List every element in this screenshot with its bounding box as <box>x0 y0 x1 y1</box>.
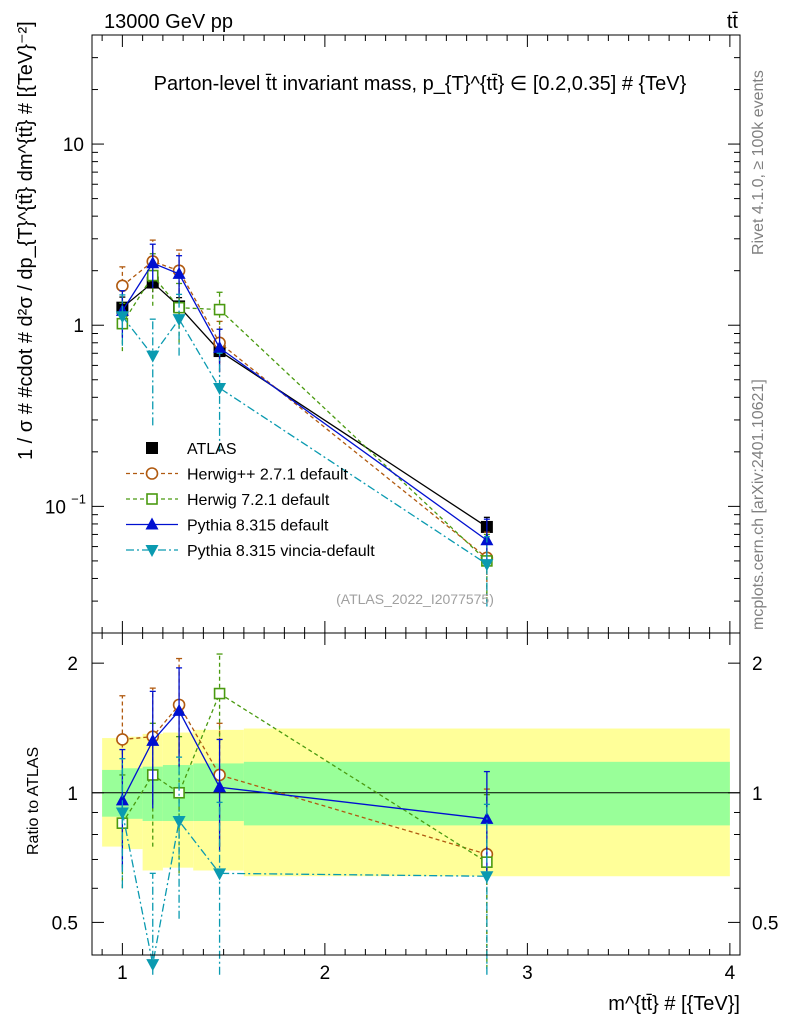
ratio-pythia-8-315-default-point-1 <box>146 733 160 746</box>
ratio-pythia-8-315-default-point-0 <box>115 793 129 806</box>
ratio-band-green-1 <box>122 768 143 819</box>
main-plot-area: 10 −1 1 10 <box>45 34 740 634</box>
ratio-xtick-label-2: 2 <box>320 963 331 984</box>
main-ytick-label-2: 10 <box>63 135 84 156</box>
main-pythia-8-315-vincia-default-point-0 <box>115 311 129 324</box>
header-right-label: tt̄ <box>727 11 739 33</box>
main-title: Parton-level t̄t invariant mass, p_{T}^{… <box>154 73 687 95</box>
main-ytick-label-exp-0: −1 <box>71 491 86 506</box>
main-pythia-8-315-default-point-3 <box>213 340 227 353</box>
ratio-pythia-8-315-vincia-default-point-4 <box>480 871 494 884</box>
main-ytick-label-0: 10 <box>45 497 66 518</box>
legend-herwig-2-7-1-default-marker <box>145 467 159 480</box>
main-pythia-8-315-vincia-default-point-1 <box>146 350 160 363</box>
ratio-pythia-8-315-vincia-default-point-0 <box>115 807 129 820</box>
ratio-ytick-label-1: 1 <box>67 784 78 805</box>
ratio-xtick-label-3: 3 <box>522 963 533 984</box>
main-ytick-label-1: 1 <box>73 316 84 337</box>
ratio-herwig-2-7-1-default-point-0 <box>116 733 129 746</box>
main-herwig-2-7-1-default-point-0 <box>116 279 129 293</box>
main-pythia-8-315-vincia-default-line <box>121 315 488 565</box>
legend-herwig-7-2-1-default-marker <box>146 493 158 505</box>
ratio-ytick-label-right-2: 2 <box>752 654 763 675</box>
legend-pythia-8-315-default-marker <box>145 517 159 530</box>
ratio-ytick-label-right-0.5: 0.5 <box>752 913 778 934</box>
ratio-pythia-8-315-vincia-default-point-3 <box>213 868 227 881</box>
header-left-label: 13000 GeV pp <box>104 11 233 33</box>
ratio-panel: 1 2 3 4 0.5 0.5 1 1 2 2 Ratio to ATLAS m^{tt̄} # … <box>25 632 778 1015</box>
ratio-pythia-8-315-vincia-default-point-2 <box>172 815 186 828</box>
ratio-pythia-8-315-default-point-3 <box>213 780 227 793</box>
ratio-plot-area: 1 2 3 4 0.5 0.5 1 1 2 2 <box>52 633 778 984</box>
ratio-herwig-7-2-1-default-line <box>121 692 488 863</box>
ratio-ytick-label-2: 2 <box>67 654 78 675</box>
legend: ATLAS Herwig++ 2.7.1 default Herwig 7.2.1 … <box>126 441 375 560</box>
ratio-xtick-label-1: 1 <box>117 963 128 984</box>
ratio-pythia-8-315-default-point-2 <box>172 703 186 716</box>
legend-herwig-7-2-1-default-label: Herwig 7.2.1 default <box>187 492 330 509</box>
ratio-panel-frame <box>91 632 741 956</box>
side-label-top: Rivet 4.1.0, ≥ 100k events <box>750 70 767 255</box>
ratio-ytick-label-right-1: 1 <box>752 784 763 805</box>
main-pythia-8-315-default-point-1 <box>146 256 160 269</box>
legend-pythia-8-315-vincia-default-marker <box>145 545 159 557</box>
main-pythia-8-315-vincia-default-point-2 <box>172 314 186 327</box>
ratio-herwig-7-2-1-default-point-3 <box>213 687 226 700</box>
ratio-ytick-label-0.5: 0.5 <box>52 913 78 934</box>
legend-atlas-label: ATLAS <box>187 441 237 458</box>
legend-herwig-2-7-1-default-label: Herwig++ 2.7.1 default <box>187 467 349 484</box>
main-pythia-8-315-vincia-default-point-3 <box>213 383 227 396</box>
watermark: (ATLAS_2022_I2077575) <box>336 591 494 607</box>
ratio-ylabel: Ratio to ATLAS <box>25 747 42 855</box>
side-label-bottom: mcplots.cern.ch [arXiv:2401.10621] <box>750 379 767 630</box>
legend-atlas-marker <box>146 442 158 454</box>
main-ylabel: 1 / σ # #cdot # d²σ / dp_{T}^{tt̄} dm^{t… <box>15 21 37 460</box>
legend-pythia-8-315-vincia-default-label: Pythia 8.315 vincia-default <box>187 543 375 560</box>
main-pythia-8-315-default-point-2 <box>172 266 186 279</box>
main-panel: 10 −1 1 10 Parton-level t̄t invariant mass,… <box>15 21 741 634</box>
legend-pythia-8-315-default-label: Pythia 8.315 default <box>187 518 329 535</box>
ratio-xtick-label-4: 4 <box>725 963 736 984</box>
ratio-pythia-8-315-vincia-default-point-1 <box>146 959 160 972</box>
ratio-xlabel: m^{tt̄} # [{TeV}] <box>608 993 740 1015</box>
main-pythia-8-315-vincia-default-point-4 <box>480 559 494 572</box>
main-herwig-7-2-1-default-point-3 <box>213 303 226 316</box>
